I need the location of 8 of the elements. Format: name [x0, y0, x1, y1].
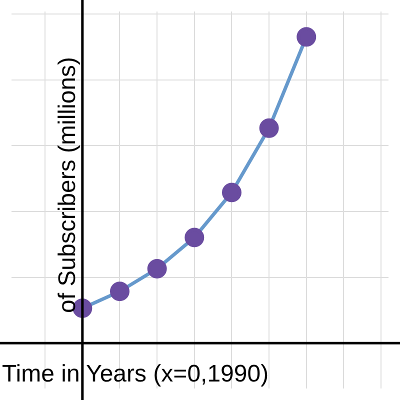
point: [184, 228, 204, 248]
point: [147, 259, 167, 279]
point: [296, 27, 316, 47]
point: [110, 282, 130, 302]
point: [259, 118, 279, 138]
point: [222, 182, 242, 202]
y-axis-title: of Subscribers (millions): [54, 56, 82, 314]
x-axis-title: Time in Years (x=0,1990): [2, 360, 269, 388]
